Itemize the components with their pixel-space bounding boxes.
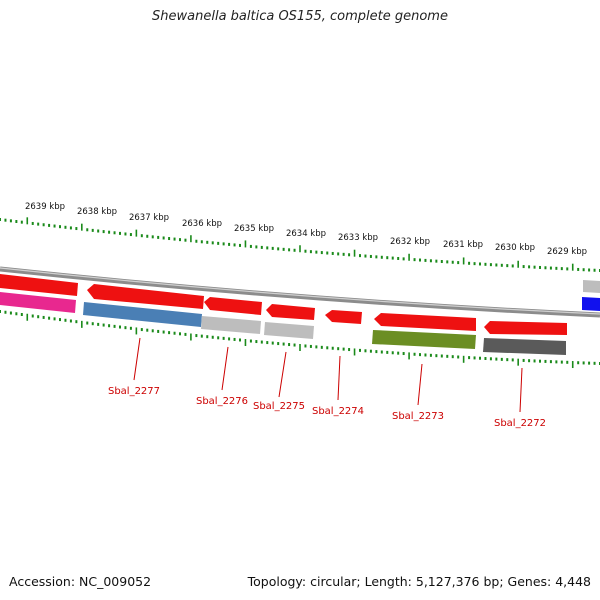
gene-arrow-sbal-2274: [325, 310, 362, 324]
gene-arrow-partial-left: [0, 274, 78, 296]
gene-leader-line: [221, 346, 229, 391]
genome-backbone-highlight: [0, 267, 600, 315]
feature-bar-gray-1: [201, 316, 261, 334]
scale-label: 2635 kbp: [234, 224, 274, 234]
map-title: Shewanella baltica OS155, complete genom…: [152, 9, 448, 24]
gene-arrow-blue-right-edge: [582, 297, 600, 311]
genome-summary: Topology: circular; Length: 5,127,376 bp…: [247, 574, 591, 589]
feature-bar-dark-gray: [483, 338, 566, 355]
gene-leader-line: [417, 363, 423, 406]
gene-label: Sbal_2272: [494, 418, 546, 429]
gene-labels: Sbal_2277 Sbal_2276 Sbal_2275 Sbal_2274 Sbal…: [108, 337, 546, 429]
scale-label: 2634 kbp: [286, 229, 326, 239]
gene-label: Sbal_2277: [108, 386, 160, 397]
scale-label: 2637 kbp: [129, 213, 169, 223]
scale-label: 2629 kbp: [547, 247, 587, 257]
scale-labels: 2639 kbp 2638 kbp 2637 kbp 2636 kbp 2635 kbp…: [25, 202, 587, 257]
scale-label: 2633 kbp: [338, 233, 378, 243]
outer-scale-ticks: [0, 217, 600, 272]
genome-backbone: [0, 266, 600, 318]
scale-label: 2631 kbp: [443, 240, 483, 250]
gene-arrow-sbal-2277: [87, 284, 204, 309]
feature-bar-blue: [83, 302, 202, 327]
scale-label: 2630 kbp: [495, 243, 535, 253]
gene-label: Sbal_2273: [392, 411, 444, 422]
inner-scale-ticks: [0, 310, 600, 369]
accession-label: Accession: NC_009052: [9, 574, 152, 589]
gene-arrow-sbal-2272: [484, 321, 567, 335]
feature-bar-gray-right-edge: [583, 280, 600, 293]
scale-label: 2639 kbp: [25, 202, 65, 212]
scale-label: 2638 kbp: [77, 207, 117, 217]
gene-leader-line: [519, 367, 523, 413]
feature-bar-gray-2: [264, 322, 314, 339]
gene-arrow-sbal-2275: [266, 304, 315, 320]
gene-arrow-sbal-2276: [204, 297, 262, 315]
gene-leader-line: [278, 351, 287, 398]
scale-label: 2632 kbp: [390, 237, 430, 247]
feature-bar-magenta: [0, 292, 76, 313]
gene-leader-line: [133, 337, 141, 381]
scale-label: 2636 kbp: [182, 219, 222, 229]
gene-arrow-sbal-2273: [374, 313, 476, 331]
gene-leader-line: [337, 355, 341, 401]
gene-label: Sbal_2274: [312, 406, 364, 417]
feature-bar-olive: [372, 330, 476, 349]
gene-label: Sbal_2275: [253, 401, 305, 412]
gene-label: Sbal_2276: [196, 396, 248, 407]
